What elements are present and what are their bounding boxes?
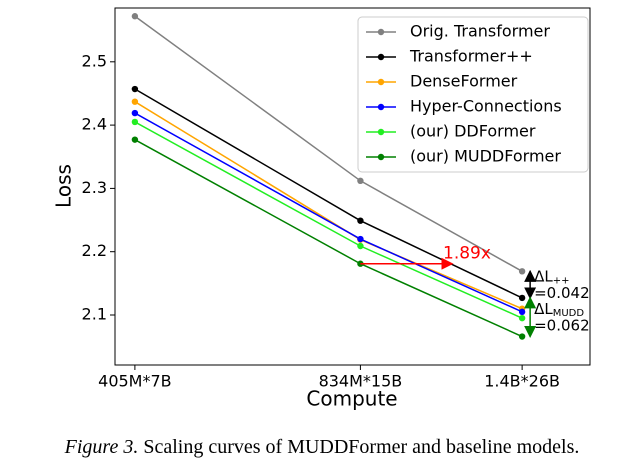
data-point bbox=[518, 314, 526, 322]
legend-marker bbox=[377, 128, 385, 136]
annotation-subscript: ++ bbox=[553, 276, 570, 287]
data-point bbox=[131, 98, 139, 105]
data-point bbox=[357, 260, 364, 267]
data-point bbox=[518, 308, 526, 316]
annotation: ΔL++ bbox=[534, 267, 569, 287]
data-point bbox=[131, 85, 139, 93]
annotation: 1.89x bbox=[443, 244, 491, 264]
annotation-symbol: ΔL bbox=[534, 300, 553, 318]
caption-text: Scaling curves of MUDDFormer and baselin… bbox=[143, 436, 579, 458]
annotation-value: =0.042 bbox=[534, 284, 590, 302]
x-tick-label: 1.4B*26B bbox=[484, 372, 560, 391]
data-point bbox=[518, 333, 526, 340]
plot-frame bbox=[114, 7, 591, 366]
data-point bbox=[357, 235, 364, 243]
legend-label: Hyper-Connections bbox=[410, 97, 562, 116]
data-point bbox=[357, 217, 364, 224]
data-point bbox=[357, 242, 364, 250]
legend-marker bbox=[377, 153, 385, 161]
legend-label: DenseFormer bbox=[410, 72, 518, 91]
legend-marker bbox=[377, 103, 385, 111]
data-point bbox=[131, 109, 139, 117]
annotation-value: =0.062 bbox=[534, 317, 590, 335]
data-point bbox=[518, 268, 526, 275]
data-point bbox=[131, 13, 139, 20]
legend-label: Orig. Transformer bbox=[410, 22, 550, 41]
legend-marker bbox=[377, 53, 385, 61]
caption-label: Figure 3. bbox=[64, 436, 139, 458]
annotation: ΔLMUDD bbox=[534, 300, 584, 320]
y-tick-label: 2.5 bbox=[82, 51, 107, 70]
data-point bbox=[131, 136, 139, 143]
y-tick-label: 2.3 bbox=[82, 178, 107, 197]
legend-label: (our) DDFormer bbox=[410, 122, 536, 141]
legend-marker bbox=[377, 78, 385, 86]
legend-marker bbox=[377, 28, 385, 36]
data-point bbox=[357, 177, 364, 185]
x-tick-label: 834M*15B bbox=[319, 372, 403, 391]
data-point bbox=[518, 294, 526, 302]
caption: Figure 3. Scaling curves of MUDDFormer a… bbox=[64, 436, 580, 458]
legend-label: (our) MUDDFormer bbox=[410, 147, 561, 166]
legend-label: Transformer++ bbox=[409, 47, 533, 66]
x-tick-label: 405M*7B bbox=[98, 372, 172, 391]
annotation-subscript: MUDD bbox=[553, 308, 585, 319]
y-tick-label: 2.4 bbox=[82, 115, 107, 134]
legend-box bbox=[357, 16, 589, 173]
y-tick-label: 2.2 bbox=[82, 241, 107, 260]
y-tick-label: 2.1 bbox=[82, 304, 107, 323]
x-axis-label: Compute bbox=[306, 387, 397, 411]
y-axis-label: Loss bbox=[52, 164, 76, 208]
data-point bbox=[131, 118, 139, 126]
annotation-symbol: ΔL bbox=[534, 267, 553, 285]
